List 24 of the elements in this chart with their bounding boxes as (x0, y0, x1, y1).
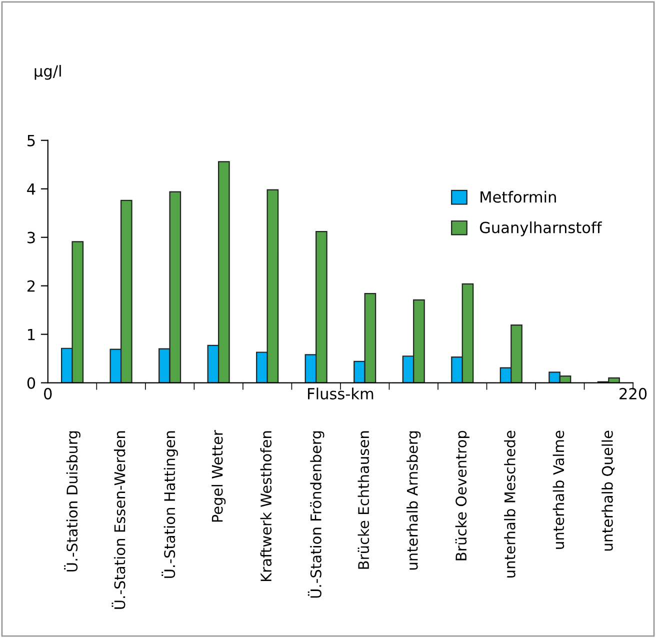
x-tick-label: unterhalb Meschede (504, 430, 516, 578)
legend-label: Guanylharnstoff (480, 221, 602, 236)
y-tick-label: 4 (27, 184, 36, 195)
y-tick-label: 5 (28, 135, 35, 146)
x-tick-label: unterhalb Quelle (602, 430, 615, 551)
x-tick-label: Pegel Wetter (212, 430, 226, 522)
y-tick-label: 0 (27, 377, 36, 389)
x-tick-label: Ü.-Station Fröndenberg (308, 431, 324, 598)
y-tick-label: 1 (28, 328, 35, 340)
x-tick-label: Brücke Echthausen (358, 431, 370, 569)
y-axis-title: µg/l (34, 64, 61, 80)
x-axis-title: Fluss-km (308, 388, 374, 400)
x-tick-label: Ü.-Station Essen-Werden (112, 431, 126, 609)
text: 0 (44, 388, 52, 400)
y-tick-label: 2 (27, 280, 35, 292)
x-tick-label: Ü.-Station Hattingen (162, 431, 178, 578)
legend-label: Metformin (480, 190, 556, 203)
x-tick-label: Ü.-Station Duisburg (64, 431, 80, 572)
text: 220 (620, 388, 647, 400)
x-tick-label: Kraftwerk Westhofen (260, 431, 272, 582)
y-tick-label: 3 (28, 232, 35, 244)
x-tick-label: unterhalb Valme (552, 430, 564, 549)
x-tick-label: unterhalb Arnsberg (406, 431, 421, 570)
x-tick-label: Brücke Oeventrop (455, 430, 470, 560)
